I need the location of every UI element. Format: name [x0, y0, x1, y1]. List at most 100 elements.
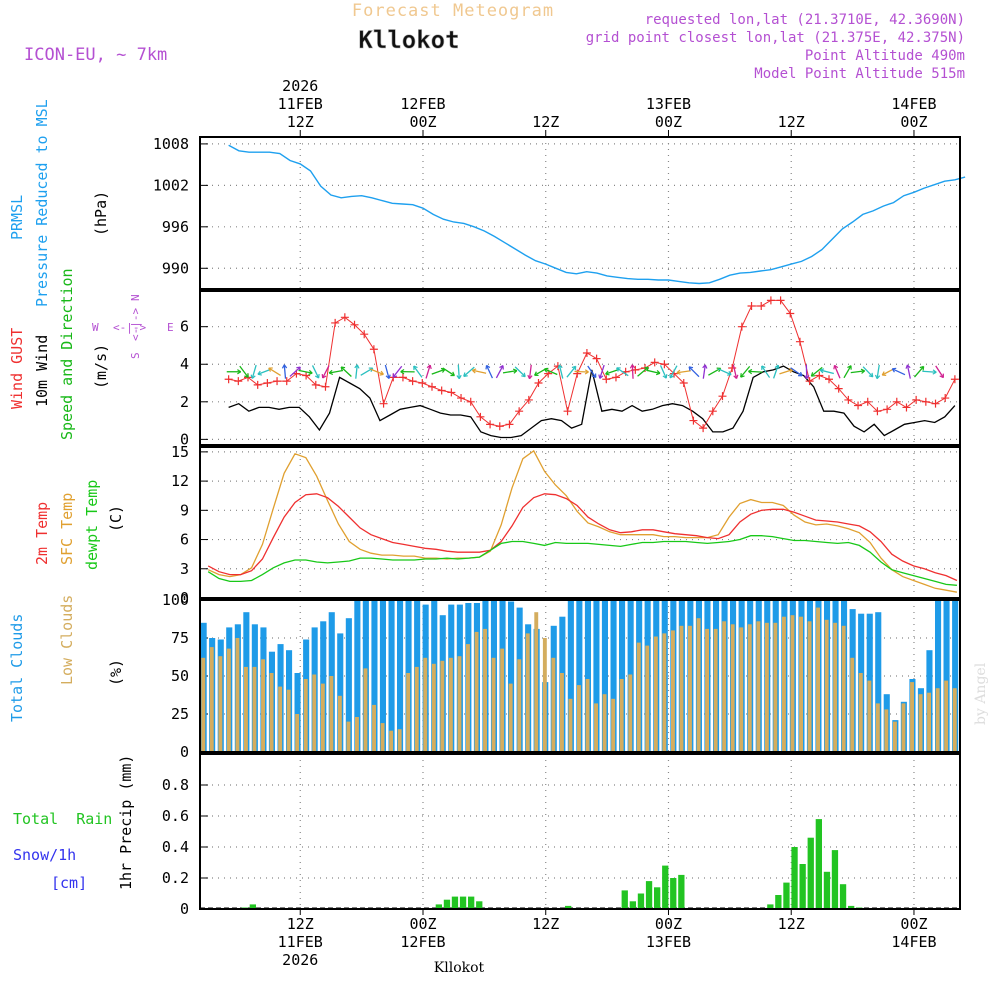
- wind-direction-arrowhead: [810, 372, 816, 377]
- low-cloud-bar: [534, 612, 539, 752]
- low-cloud-bar: [679, 625, 684, 752]
- wind-direction-arrowhead: [733, 374, 739, 380]
- gust-marker: [873, 407, 882, 416]
- total-cloud-bar: [294, 673, 301, 752]
- gust-marker: [776, 296, 785, 305]
- wind-direction-arrow: [906, 364, 911, 379]
- wind-direction-arrowhead: [237, 369, 242, 375]
- top-axis-label: 11FEB: [278, 95, 323, 113]
- gust-marker: [757, 302, 766, 311]
- low-cloud-bar: [918, 694, 923, 752]
- wind-direction-arrowhead: [521, 372, 526, 378]
- panel-frame: [199, 599, 961, 753]
- gust-marker: [650, 358, 659, 367]
- wind-direction-arrowhead: [939, 373, 944, 379]
- compass-east: E: [167, 321, 174, 334]
- precip-bar: [662, 865, 669, 909]
- precip-bar: [839, 884, 847, 909]
- gust-marker: [573, 369, 582, 378]
- low-cloud-bar: [628, 674, 633, 752]
- wind-direction-arrow: [514, 366, 526, 378]
- low-cloud-bar: [320, 683, 325, 752]
- wind-direction-arrowhead: [328, 369, 334, 376]
- y-tick-label: 12: [171, 472, 189, 490]
- total-cloud-bar: [935, 600, 942, 752]
- wind-panel: 0 2 4 6: [180, 290, 961, 448]
- gust-marker: [766, 296, 775, 305]
- wind-direction-arrow: [298, 369, 313, 374]
- wind-direction-arrow: [370, 368, 384, 375]
- total-cloud-bar: [584, 600, 591, 752]
- low-cloud-bar: [363, 668, 368, 752]
- wind-direction-arrow: [322, 365, 330, 379]
- wind-direction-arrow: [935, 365, 944, 378]
- gust-marker: [515, 407, 524, 416]
- wind-direction-arrowhead: [833, 364, 839, 370]
- gust-marker: [476, 412, 485, 421]
- temp-2m-line: [207, 493, 958, 582]
- low-cloud-bar: [816, 607, 820, 752]
- product-title: Forecast Meteogram: [352, 1, 554, 21]
- low-cloud-bar: [235, 638, 240, 752]
- low-cloud-bar: [901, 703, 906, 752]
- low-cloud-bar: [508, 683, 513, 752]
- gust-marker: [844, 395, 853, 404]
- model-name: ICON-EU, ~ 7km: [24, 45, 167, 65]
- wind-direction-arrowhead: [268, 367, 273, 372]
- wind-direction-arrow: [268, 367, 281, 377]
- y-tick-label: 0.2: [162, 869, 189, 887]
- wind-direction-arrow: [495, 365, 504, 379]
- low-cloud-bar: [278, 686, 283, 752]
- top-axis-label: 2026: [282, 77, 318, 95]
- wind-direction-arrow: [669, 365, 678, 379]
- prmsl-line: [228, 144, 966, 285]
- wind-direction-arrowhead: [456, 374, 462, 380]
- dewpt-line: [207, 535, 957, 586]
- wind-direction-arrowhead: [314, 374, 320, 379]
- wind-direction-arrow: [485, 365, 494, 379]
- panel-frame: [199, 753, 961, 910]
- wind-direction-arrow: [862, 366, 874, 378]
- bottom-axis-label: 12FEB: [400, 933, 445, 951]
- y-tick-label: 50: [171, 667, 189, 685]
- wind-direction-arrowhead: [616, 367, 621, 372]
- precip-panel: 0 0.2 0.4 0.6 0.8: [162, 753, 961, 918]
- wind-direction-arrowhead: [591, 373, 597, 379]
- low-cloud-bar: [218, 656, 223, 752]
- gust-marker: [611, 373, 620, 382]
- low-cloud-bar: [696, 618, 701, 752]
- wind-direction-arrowhead: [340, 366, 346, 372]
- gust-marker: [815, 371, 824, 380]
- wind-direction-arrowhead: [804, 374, 810, 380]
- wind-direction-arrowhead: [354, 364, 360, 369]
- wind-direction-arrowhead: [400, 369, 405, 375]
- precip-bar: [621, 890, 628, 909]
- top-axis-label: 14FEB: [891, 95, 936, 113]
- gust-marker: [941, 394, 950, 403]
- gust-marker: [224, 375, 233, 384]
- low-cloud-bar: [346, 721, 351, 752]
- gust-marker: [437, 386, 446, 395]
- wind-direction-arrow: [790, 367, 803, 377]
- temp-sfc-label: SFC Temp: [58, 493, 76, 565]
- gust-marker: [592, 354, 601, 363]
- gust-marker: [253, 380, 262, 389]
- temp-sfc-line: [207, 449, 958, 593]
- low-cloud-bar: [261, 659, 265, 752]
- low-cloud-bar: [423, 657, 428, 752]
- low-cloud-bar: [833, 622, 838, 752]
- low-cloud-bar: [551, 657, 556, 752]
- y-tick-label: 9: [180, 501, 189, 519]
- low-cloud-bar: [560, 673, 564, 752]
- low-cloud-bar: [303, 679, 308, 752]
- low-cloud-bar: [585, 679, 590, 752]
- gust-marker: [534, 379, 543, 388]
- wind-direction-arrow: [239, 365, 249, 378]
- bottom-axis-label: 00Z: [655, 915, 682, 933]
- gust-marker: [582, 348, 591, 357]
- wind-direction-arrow: [413, 365, 423, 378]
- bottom-axis-label: 12Z: [532, 915, 559, 933]
- y-tick-label: 1002: [153, 176, 189, 194]
- gust-marker: [340, 313, 349, 322]
